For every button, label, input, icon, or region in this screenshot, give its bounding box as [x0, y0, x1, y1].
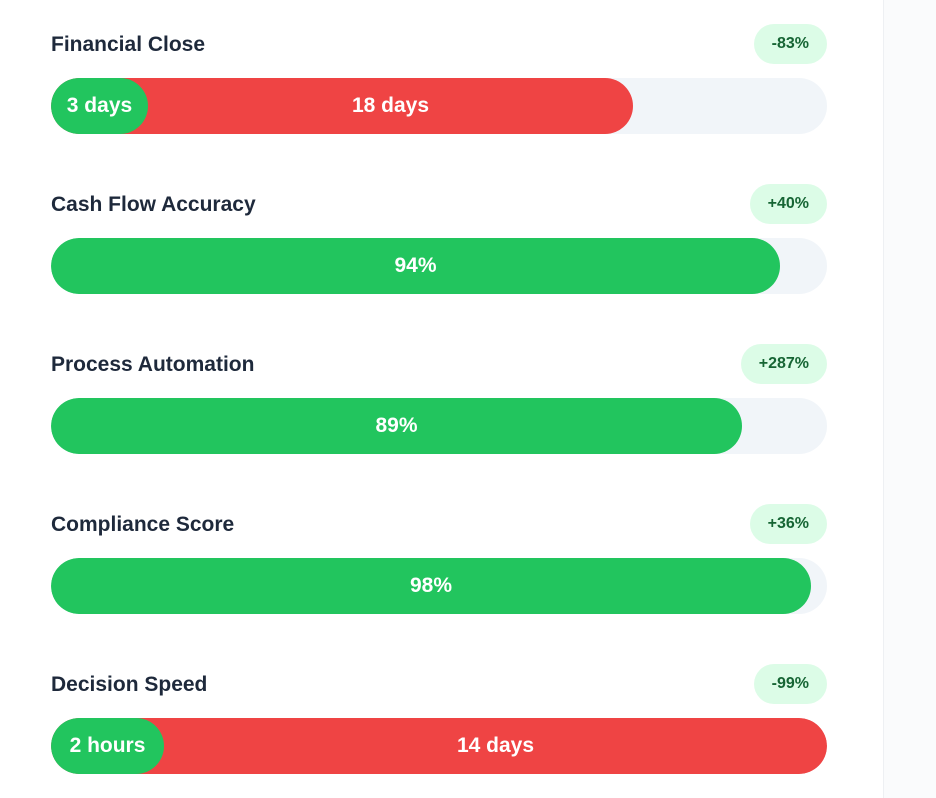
metric-header: Process Automation +287% [51, 342, 827, 398]
metrics-panel: Financial Close -83% 18 days 3 days Cash… [51, 22, 827, 774]
metric-process-automation: Process Automation +287% 89% [51, 342, 827, 454]
progress-track: 14 days 2 hours [51, 718, 827, 774]
progress-fill: 94% [51, 238, 780, 294]
metric-cash-flow-accuracy: Cash Flow Accuracy +40% 94% [51, 182, 827, 294]
metric-compliance-score: Compliance Score +36% 98% [51, 502, 827, 614]
metric-header: Cash Flow Accuracy +40% [51, 182, 827, 238]
new-value-label: 3 days [66, 94, 133, 117]
metric-decision-speed: Decision Speed -99% 14 days 2 hours [51, 662, 827, 774]
progress-value-label: 89% [375, 414, 418, 437]
progress-track: 18 days 3 days [51, 78, 827, 134]
metric-title: Process Automation [51, 353, 255, 376]
old-value-label: 18 days [351, 94, 430, 117]
old-value-label: 14 days [456, 734, 535, 757]
progress-value-label: 98% [409, 574, 453, 597]
progress-value-label: 94% [394, 254, 437, 277]
progress-fill: 89% [51, 398, 742, 454]
metric-financial-close: Financial Close -83% 18 days 3 days [51, 22, 827, 134]
change-badge: +36% [749, 504, 827, 544]
change-badge: +287% [740, 344, 827, 384]
progress-track: 89% [51, 398, 827, 454]
metric-header: Compliance Score +36% [51, 502, 827, 558]
old-value-bar: 14 days [51, 718, 827, 774]
progress-track: 94% [51, 238, 827, 294]
new-value-label: 2 hours [69, 734, 146, 757]
side-panel [883, 0, 936, 798]
metric-title: Decision Speed [51, 673, 208, 696]
progress-track: 98% [51, 558, 827, 614]
change-badge: -99% [753, 664, 827, 704]
metric-title: Financial Close [51, 33, 206, 56]
change-badge: +40% [749, 184, 827, 224]
change-badge: -83% [753, 24, 827, 64]
metric-header: Financial Close -83% [51, 22, 827, 78]
metric-title: Cash Flow Accuracy [51, 193, 256, 216]
new-value-pill: 3 days [51, 78, 148, 134]
metric-header: Decision Speed -99% [51, 662, 827, 718]
progress-fill: 98% [51, 558, 811, 614]
old-value-bar: 18 days [51, 78, 633, 134]
new-value-pill: 2 hours [51, 718, 164, 774]
metric-title: Compliance Score [51, 513, 235, 536]
